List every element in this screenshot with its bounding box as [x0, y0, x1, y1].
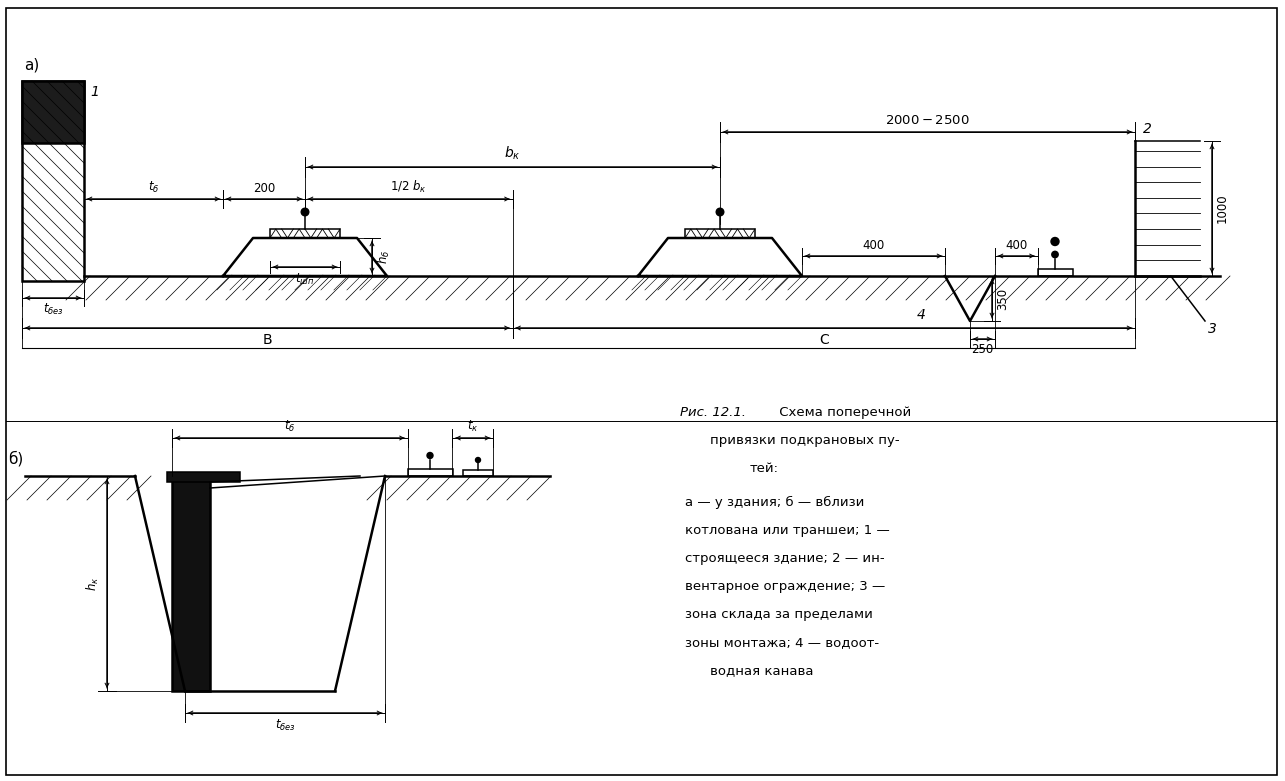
Text: привязки подкрановых пу-: привязки подкрановых пу- [711, 434, 899, 447]
Bar [270, 229, 341, 238]
Bar [407, 469, 452, 476]
Text: а — у здания; б — вблизи: а — у здания; б — вблизи [685, 496, 865, 509]
Text: $t_{шп}$: $t_{шп}$ [296, 272, 315, 287]
Text: 350: 350 [996, 287, 1009, 309]
Circle shape [301, 209, 308, 216]
Text: водная канава: водная канава [711, 664, 813, 677]
Text: $t_{без}$: $t_{без}$ [275, 718, 296, 733]
Text: 1: 1 [90, 85, 99, 99]
Text: 400: 400 [1005, 239, 1028, 252]
Text: $2000-2500$: $2000-2500$ [885, 114, 970, 127]
Bar [167, 472, 240, 482]
Text: 250: 250 [971, 343, 993, 356]
Text: B: B [262, 333, 272, 347]
Bar [22, 81, 84, 143]
Text: а): а) [24, 57, 40, 72]
Text: C: C [819, 333, 829, 347]
Text: 3: 3 [1208, 322, 1217, 336]
Text: $t_к$: $t_к$ [466, 419, 478, 434]
Text: тей:: тей: [750, 462, 779, 475]
Text: строящееся здание; 2 — ин-: строящееся здание; 2 — ин- [685, 552, 884, 565]
Bar [1037, 269, 1073, 276]
Text: зоны монтажа; 4 — водоот-: зоны монтажа; 4 — водоот- [685, 636, 879, 649]
Circle shape [1052, 251, 1059, 258]
Text: 2: 2 [1142, 122, 1151, 136]
Bar [463, 470, 493, 476]
Text: вентарное ограждение; 3 —: вентарное ограждение; 3 — [685, 580, 885, 593]
Bar [22, 81, 84, 281]
Text: Схема поперечной: Схема поперечной [775, 406, 911, 419]
Text: 1000: 1000 [1216, 194, 1228, 223]
Text: $h_б$: $h_б$ [377, 250, 392, 264]
Text: б): б) [8, 451, 23, 467]
Bar [172, 476, 209, 691]
Text: зона склада за пределами: зона склада за пределами [685, 608, 873, 621]
Circle shape [716, 209, 723, 216]
Text: $t_б$: $t_б$ [148, 180, 159, 195]
Circle shape [475, 458, 481, 462]
Text: котлована или траншеи; 1 —: котлована или траншеи; 1 — [685, 524, 889, 537]
Text: 4: 4 [917, 308, 926, 322]
Text: Рис. 12.1.: Рис. 12.1. [680, 406, 747, 419]
Bar [685, 229, 756, 238]
Text: $h_к$: $h_к$ [85, 576, 102, 590]
Text: $t_{без}$: $t_{без}$ [42, 302, 63, 317]
Circle shape [427, 452, 433, 458]
Text: $t_б$: $t_б$ [284, 419, 296, 434]
Text: $b_к$: $b_к$ [504, 144, 520, 162]
Text: $1/2\ b_к$: $1/2\ b_к$ [391, 179, 427, 195]
Text: 400: 400 [862, 239, 884, 252]
Text: 200: 200 [253, 182, 275, 195]
Circle shape [1051, 237, 1059, 245]
